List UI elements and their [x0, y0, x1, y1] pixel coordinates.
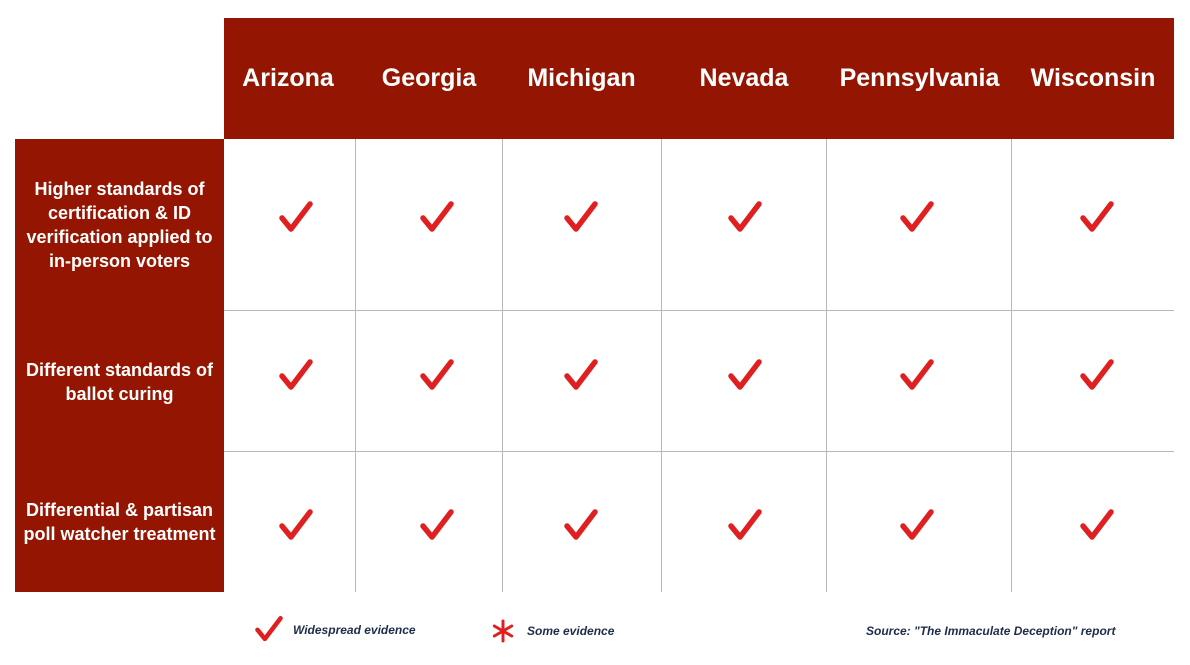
legend-widespread-label: Widespread evidence: [293, 623, 416, 637]
column-header-wisconsin: Wisconsin: [1030, 64, 1156, 92]
source-note: Source: "The Immaculate Deception" repor…: [866, 624, 1116, 638]
check-icon: [420, 508, 454, 542]
grid-line-vertical: [1011, 139, 1012, 592]
check-icon: [420, 200, 454, 234]
check-icon: [564, 358, 598, 392]
check-icon: [728, 358, 762, 392]
check-icon: [728, 508, 762, 542]
column-header-nevada: Nevada: [699, 64, 789, 92]
check-icon: [420, 358, 454, 392]
check-icon: [1080, 358, 1114, 392]
legend-some-label: Some evidence: [527, 624, 615, 638]
column-header-georgia: Georgia: [381, 64, 477, 92]
grid-line-horizontal: [224, 451, 1174, 452]
column-header-michigan: Michigan: [527, 64, 636, 92]
grid-line-vertical: [826, 139, 827, 592]
check-icon: [255, 615, 283, 643]
grid-line-vertical: [661, 139, 662, 592]
check-icon: [900, 200, 934, 234]
check-icon: [900, 358, 934, 392]
column-header-pennsylvania: Pennsylvania: [839, 64, 1000, 92]
asterisk-icon: [491, 619, 515, 643]
row-label-poll-watcher: Differential & partisan poll watcher tre…: [23, 500, 216, 544]
check-icon: [564, 200, 598, 234]
grid-line-horizontal: [224, 310, 1174, 311]
header-band: [224, 18, 1174, 139]
check-icon: [564, 508, 598, 542]
grid-line-vertical: [502, 139, 503, 592]
column-header-arizona: Arizona: [242, 64, 334, 92]
check-icon: [279, 200, 313, 234]
check-icon: [900, 508, 934, 542]
check-icon: [279, 508, 313, 542]
check-icon: [279, 358, 313, 392]
row-label-id-verification: Higher standards of certification & ID v…: [26, 179, 213, 271]
check-icon: [728, 200, 762, 234]
check-icon: [1080, 200, 1114, 234]
row-header-band: [15, 139, 224, 592]
row-label-ballot-curing: Different standards of ballot curing: [25, 359, 214, 404]
check-icon: [1080, 508, 1114, 542]
grid-line-vertical: [355, 139, 356, 592]
